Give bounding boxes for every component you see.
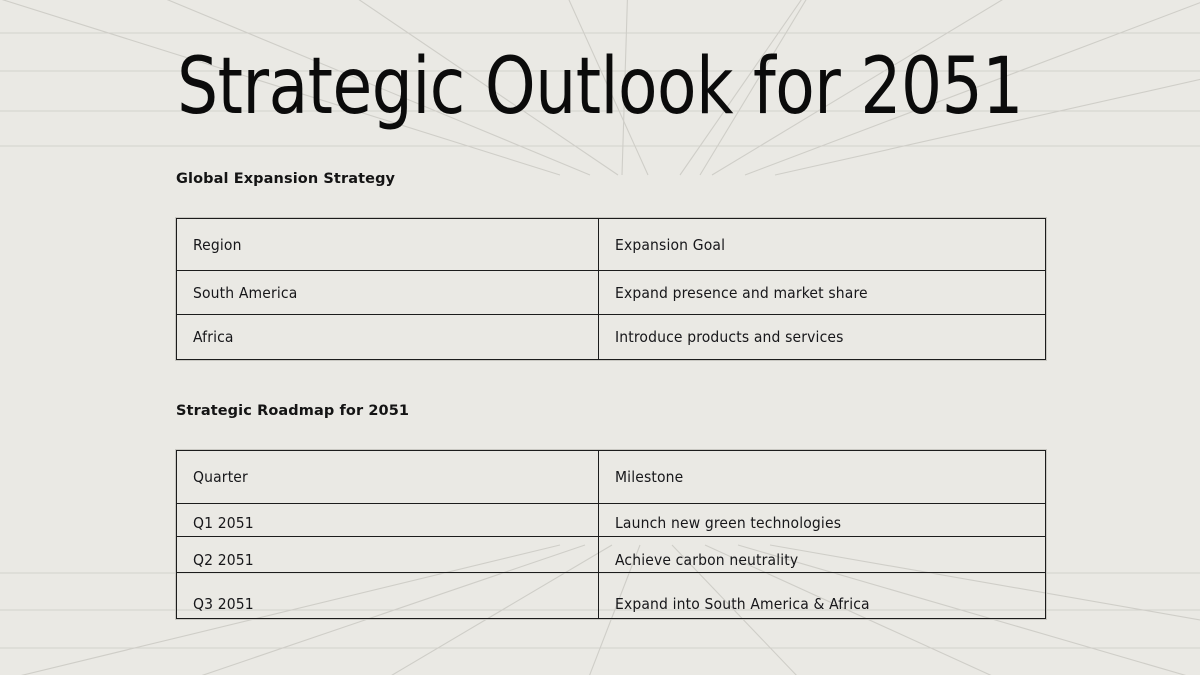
- table-row: Q1 2051 Launch new green technologies: [176, 503, 1046, 537]
- section-global-expansion: Global Expansion Strategy Region Expansi…: [176, 170, 1046, 360]
- cell-region: South America: [176, 270, 599, 315]
- section-heading: Strategic Roadmap for 2051: [176, 403, 410, 419]
- column-header-quarter: Quarter: [176, 450, 599, 504]
- column-header-region: Region: [176, 218, 599, 271]
- cell-region: Africa: [176, 314, 599, 360]
- cell-goal: Expand presence and market share: [598, 270, 1046, 315]
- cell-quarter: Q3 2051: [176, 572, 599, 619]
- page-title: Strategic Outlook for 2051: [177, 42, 1023, 132]
- section-strategic-roadmap: Strategic Roadmap for 2051 Quarter Miles…: [176, 402, 1046, 619]
- global-expansion-table: Region Expansion Goal South America Expa…: [176, 218, 1046, 360]
- section-heading: Global Expansion Strategy: [176, 171, 396, 187]
- cell-goal: Introduce products and services: [598, 314, 1046, 360]
- table-header-row: Quarter Milestone: [176, 450, 1046, 504]
- cell-quarter: Q2 2051: [176, 536, 599, 573]
- column-header-goal: Expansion Goal: [598, 218, 1046, 271]
- cell-milestone: Launch new green technologies: [598, 503, 1046, 537]
- column-header-milestone: Milestone: [598, 450, 1046, 504]
- table-row: Africa Introduce products and services: [176, 314, 1046, 360]
- cell-quarter: Q1 2051: [176, 503, 599, 537]
- strategic-roadmap-table: Quarter Milestone Q1 2051 Launch new gre…: [176, 450, 1046, 619]
- table-row: Q3 2051 Expand into South America & Afri…: [176, 572, 1046, 619]
- cell-milestone: Achieve carbon neutrality: [598, 536, 1046, 573]
- cell-milestone: Expand into South America & Africa: [598, 572, 1046, 619]
- table-header-row: Region Expansion Goal: [176, 218, 1046, 271]
- table-row: South America Expand presence and market…: [176, 270, 1046, 315]
- table-row: Q2 2051 Achieve carbon neutrality: [176, 536, 1046, 573]
